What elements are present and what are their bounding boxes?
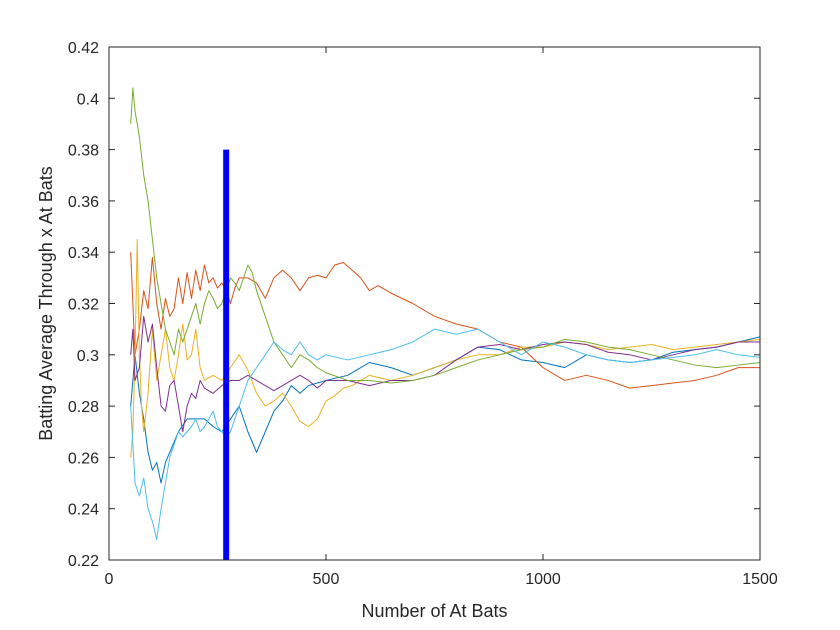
y-tick-label: 0.32 [68, 297, 99, 314]
series-line-2 [130, 252, 760, 389]
y-tick-label: 0.28 [68, 399, 99, 416]
y-tick-label: 0.34 [68, 245, 99, 262]
y-tick-label: 0.22 [68, 553, 99, 570]
y-tick-label: 0.42 [68, 40, 99, 57]
y-tick-label: 0.36 [68, 194, 99, 211]
y-axis-title: Batting Average Through x At Bats [36, 166, 56, 441]
y-tick-label: 0.38 [68, 143, 99, 160]
x-tick-label: 0 [105, 571, 114, 588]
x-tick-label: 1500 [742, 571, 778, 588]
x-tick-label: 500 [313, 571, 340, 588]
series-line-5 [130, 87, 761, 384]
x-tick-label: 1000 [525, 571, 561, 588]
y-tick-label: 0.3 [77, 348, 99, 365]
axes-layer: 0 500 1000 1500 0.22 0.24 0.26 0.28 0.3 0.32 0.34 0… [68, 40, 778, 588]
y-tick-label: 0.26 [68, 450, 99, 467]
series-line-6 [130, 328, 761, 540]
series-layer [130, 87, 761, 540]
y-tick-label: 0.24 [68, 502, 99, 519]
series-line-4 [130, 315, 760, 433]
x-axis-title: Number of At Bats [361, 601, 507, 621]
y-tick-label: 0.4 [77, 91, 99, 108]
